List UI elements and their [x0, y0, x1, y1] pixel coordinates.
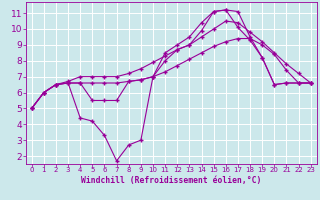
X-axis label: Windchill (Refroidissement éolien,°C): Windchill (Refroidissement éolien,°C)	[81, 176, 261, 185]
